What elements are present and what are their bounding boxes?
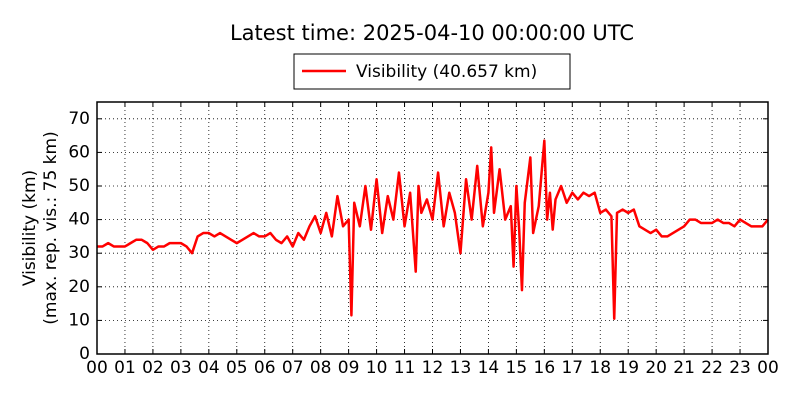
chart-title: Latest time: 2025-04-10 00:00:00 UTC (230, 21, 634, 45)
y-tick-label: 0 (79, 344, 90, 364)
y-axis-label: (max. rep. vis.: 75 km) (41, 131, 61, 324)
x-tick-label: 01 (114, 358, 136, 378)
x-tick-label: 20 (645, 358, 667, 378)
x-tick-label: 14 (478, 358, 500, 378)
x-tick-label: 16 (534, 358, 556, 378)
y-tick-label: 50 (68, 176, 90, 196)
x-tick-label: 17 (561, 358, 583, 378)
data-line (97, 139, 769, 320)
y-tick-label: 70 (68, 109, 90, 129)
x-tick-label: 03 (170, 358, 192, 378)
x-tick-label: 07 (282, 358, 304, 378)
x-tick-label: 04 (198, 358, 220, 378)
x-tick-label: 22 (701, 358, 723, 378)
x-tick-label: 15 (506, 358, 528, 378)
x-tick-label: 05 (226, 358, 248, 378)
x-tick-label: 11 (394, 358, 416, 378)
plot-frame (96, 101, 769, 355)
x-tick-label: 09 (338, 358, 360, 378)
x-tick-label: 00 (86, 358, 108, 378)
x-tick-label: 23 (729, 358, 751, 378)
y-tick-label: 60 (68, 142, 90, 162)
y-tick-label: 30 (68, 243, 90, 263)
y-tick-label: 10 (68, 310, 90, 330)
x-tick-label: 00 (757, 358, 779, 378)
x-tick-label: 19 (617, 358, 639, 378)
x-tick-label: 08 (310, 358, 332, 378)
x-tick-label: 18 (589, 358, 611, 378)
x-tick-label: 06 (254, 358, 276, 378)
y-tick-label: 40 (68, 210, 90, 230)
x-tick-label: 02 (142, 358, 164, 378)
legend-label: Visibility (40.657 km) (356, 62, 537, 82)
x-tick-label: 12 (422, 358, 444, 378)
x-tick-label: 13 (450, 358, 472, 378)
y-tick-label: 20 (68, 277, 90, 297)
x-tick-label: 10 (366, 358, 388, 378)
y-axis-label: Visibility (km) (20, 170, 40, 286)
x-tick-label: 21 (673, 358, 695, 378)
